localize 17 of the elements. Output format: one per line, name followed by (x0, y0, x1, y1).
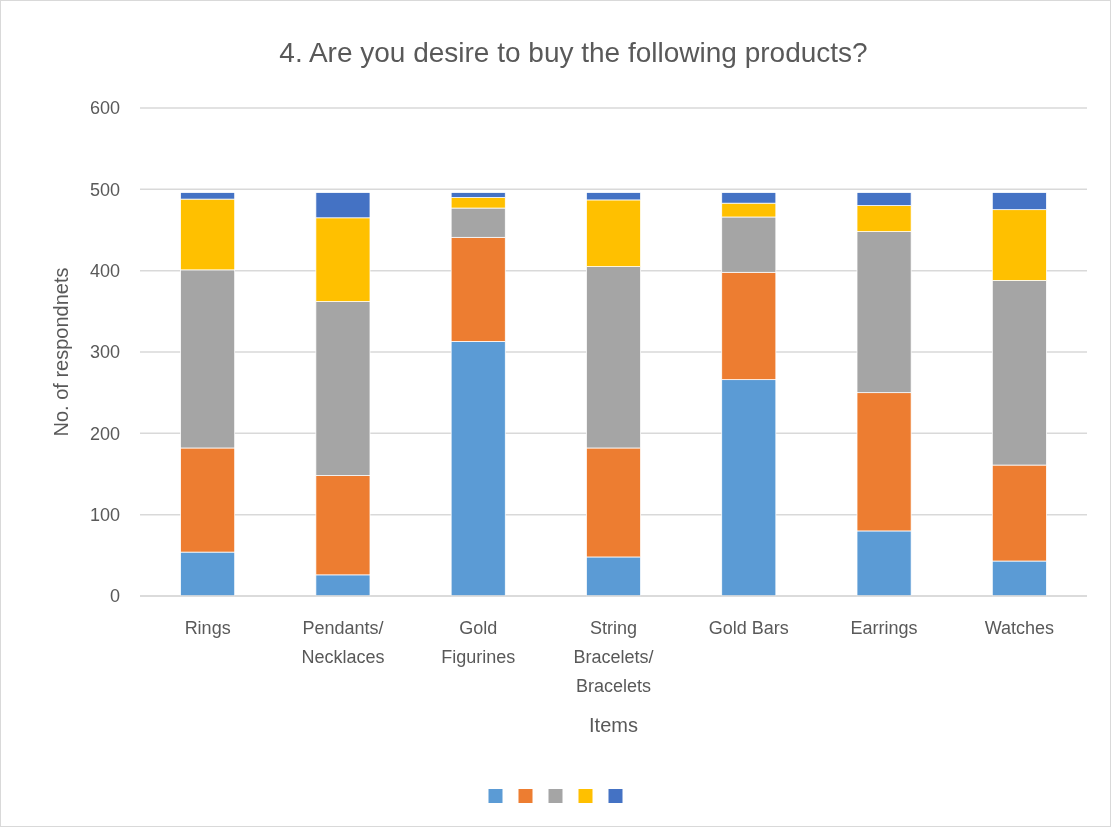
y-tick-label: 300 (89, 342, 120, 363)
x-tick-label: Rings (184, 618, 231, 638)
x-axis-title: Items (589, 714, 638, 736)
x-tick-label: Gold Bars (708, 618, 789, 638)
y-tick-label: 500 (89, 179, 120, 200)
y-tick-label: 100 (89, 504, 120, 525)
x-tick-label: String Bracelets/ Bracelets (573, 618, 654, 696)
y-tick-label: 400 (89, 260, 120, 281)
y-axis-title: No. of respondnets (50, 267, 72, 437)
y-tick-label: 200 (89, 423, 120, 444)
y-tick-label: 600 (89, 98, 120, 119)
x-tick-label: Watches (984, 618, 1055, 638)
x-tick-label: Earrings (850, 618, 918, 638)
x-tick-label: Pendants/ Necklaces (301, 618, 385, 667)
x-tick-label: Gold Figurines (441, 618, 516, 667)
chart-title: 4. Are you desire to buy the following products? (279, 37, 868, 68)
y-tick-label: 0 (109, 586, 120, 607)
